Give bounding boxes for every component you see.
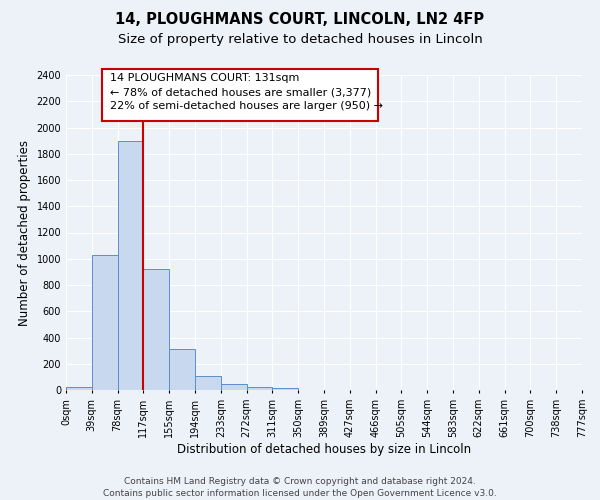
Text: Contains HM Land Registry data © Crown copyright and database right 2024.: Contains HM Land Registry data © Crown c…	[124, 478, 476, 486]
Text: 14, PLOUGHMANS COURT, LINCOLN, LN2 4FP: 14, PLOUGHMANS COURT, LINCOLN, LN2 4FP	[115, 12, 485, 28]
Bar	[272, 388, 298, 390]
Bar	[118, 140, 143, 390]
FancyBboxPatch shape	[102, 68, 378, 120]
Bar	[169, 350, 195, 390]
Bar	[221, 384, 247, 390]
X-axis label: Distribution of detached houses by size in Lincoln: Distribution of detached houses by size …	[177, 442, 471, 456]
Bar	[66, 388, 92, 390]
Text: Contains public sector information licensed under the Open Government Licence v3: Contains public sector information licen…	[103, 489, 497, 498]
Bar	[143, 269, 169, 390]
Bar	[247, 388, 272, 390]
Bar	[92, 256, 118, 390]
Bar	[195, 376, 221, 390]
Text: Size of property relative to detached houses in Lincoln: Size of property relative to detached ho…	[118, 32, 482, 46]
Text: 14 PLOUGHMANS COURT: 131sqm
← 78% of detached houses are smaller (3,377)
22% of : 14 PLOUGHMANS COURT: 131sqm ← 78% of det…	[110, 74, 383, 112]
Y-axis label: Number of detached properties: Number of detached properties	[18, 140, 31, 326]
